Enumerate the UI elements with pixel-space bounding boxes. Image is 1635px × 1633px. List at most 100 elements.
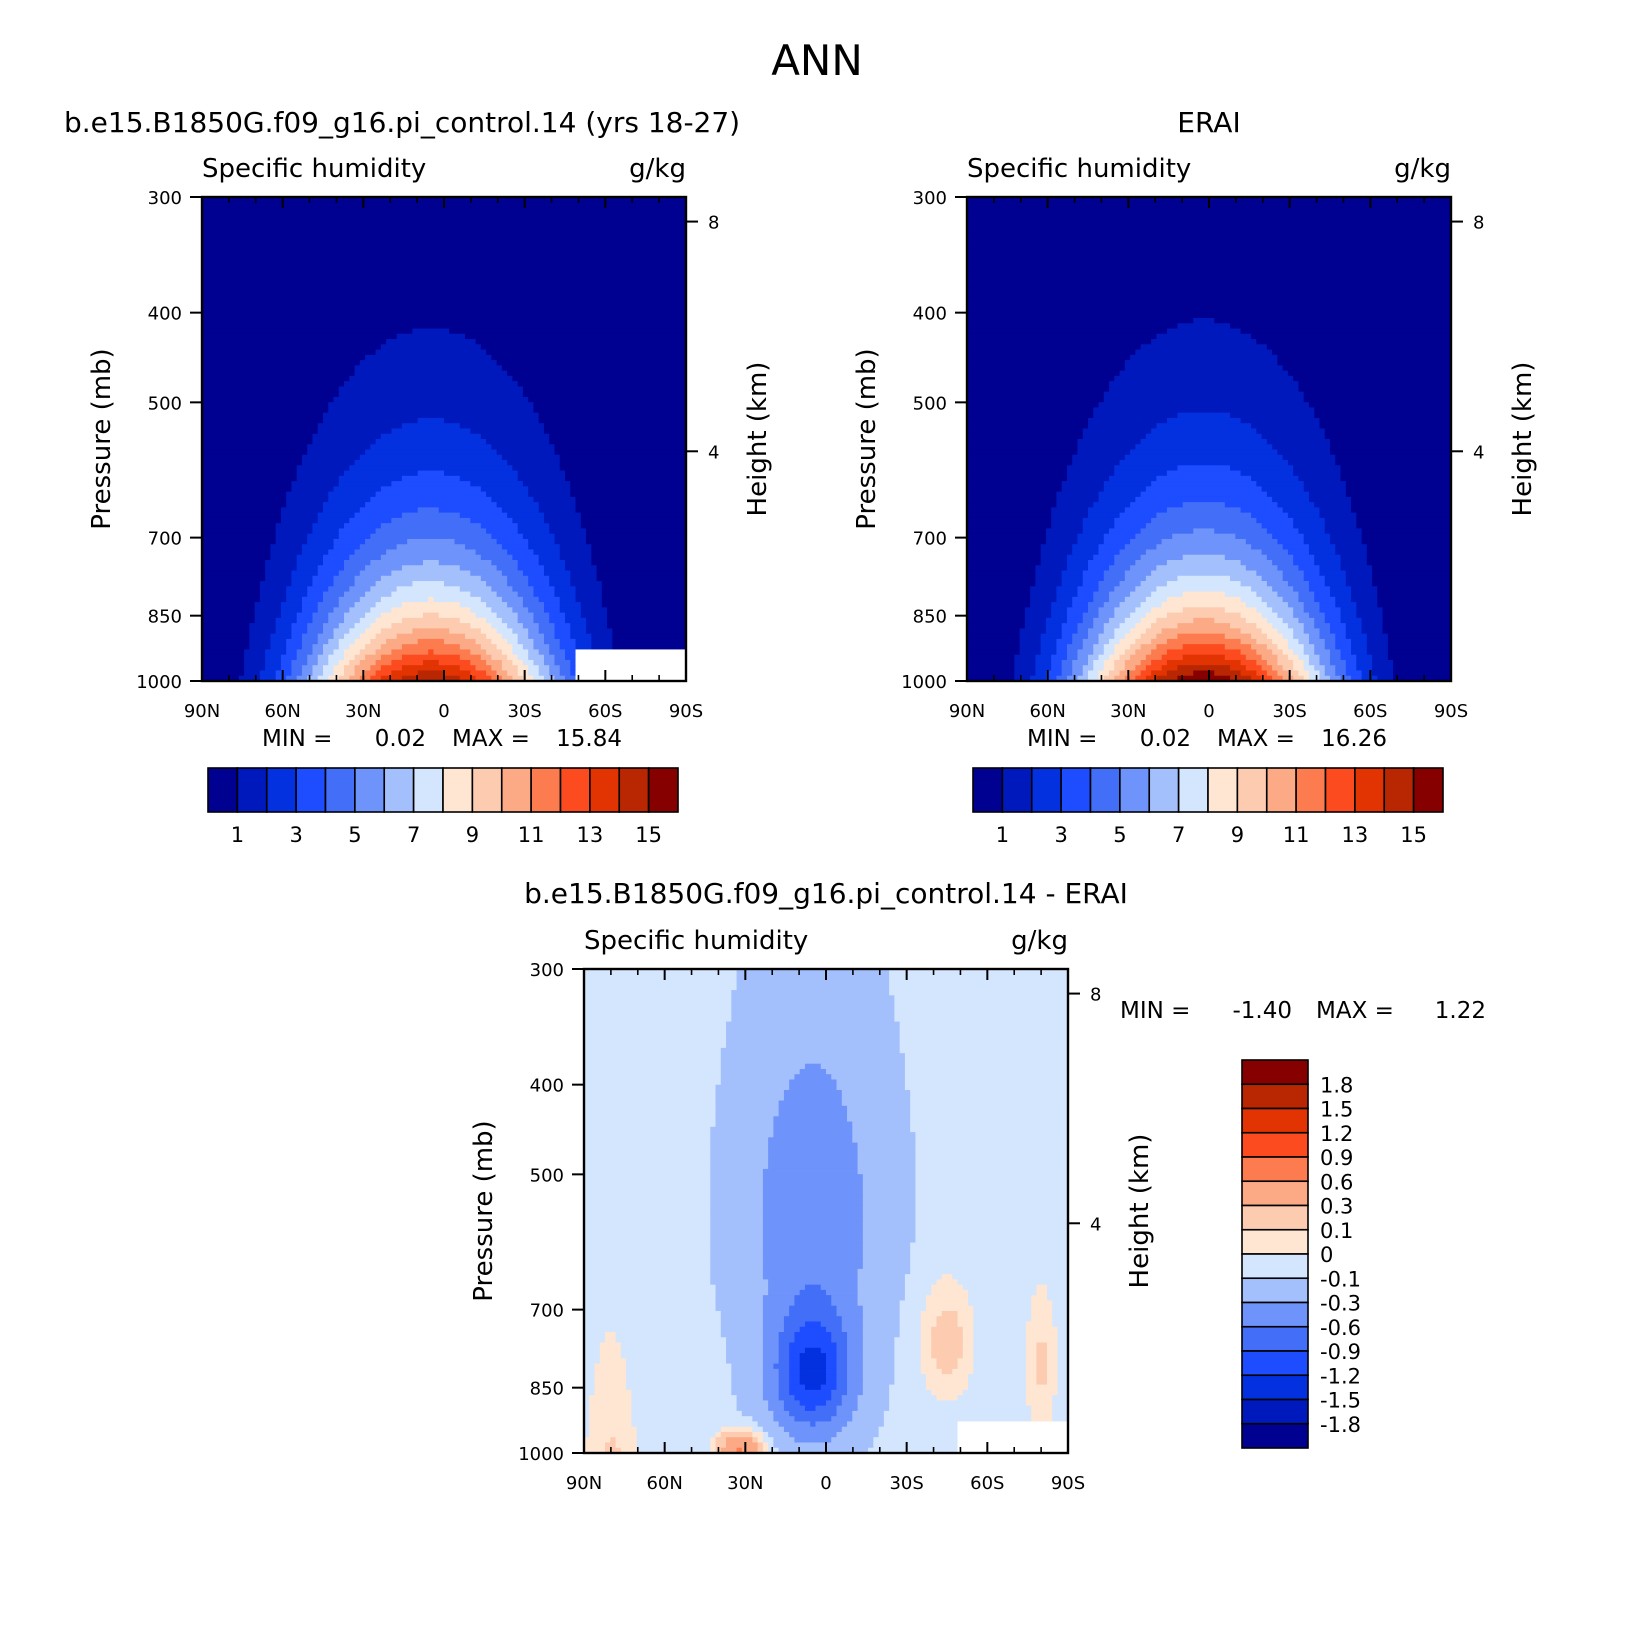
model-colorbar-box <box>618 767 650 813</box>
diff-x-ticks: 90N 60N 30N 0 30S 60S 90S <box>566 969 1085 1494</box>
diff-max-label: MAX = <box>1316 998 1394 1024</box>
model-x-tick-label: 90N <box>184 701 220 722</box>
obs-height-ticks: 84 <box>1451 213 1484 463</box>
obs-colorbar-box <box>1354 767 1386 813</box>
model-colorbar-box <box>236 767 268 813</box>
model-height-ticks: 84 <box>686 213 719 463</box>
diff-variable-label: Specific humidity <box>584 926 808 956</box>
diff-colorbar-label: -1.5 <box>1320 1389 1361 1413</box>
model-colorbar-box <box>471 767 503 813</box>
diff-y-axis-label: Pressure (mb) <box>469 1120 499 1301</box>
obs-colorbar-box <box>1324 767 1356 813</box>
diff-units-label: g/kg <box>1011 926 1068 956</box>
diff-colorbar-label: -0.6 <box>1320 1316 1361 1340</box>
model-colorbar-box <box>265 767 297 813</box>
obs-y-tick-label: 850 <box>913 607 947 628</box>
obs-x-tick-label: 60N <box>1029 701 1065 722</box>
obs-colorbar: 1 3 5 7 9 11 13 15 <box>972 767 1444 847</box>
model-colorbar-box <box>559 767 591 813</box>
obs-y-tick-label: 700 <box>913 529 947 550</box>
diff-colorbar-box <box>1241 1422 1309 1449</box>
diff-colorbar-box <box>1241 1156 1309 1183</box>
model-y-tick-label: 500 <box>148 393 182 414</box>
obs-height-tick-label: 4 <box>1473 442 1484 463</box>
model-units-label: g/kg <box>629 154 686 184</box>
diff-x-tick-label: 60S <box>970 1473 1004 1494</box>
diff-colorbar-label: 1.8 <box>1320 1073 1353 1097</box>
model-x-tick-label: 60N <box>264 701 300 722</box>
diff-colorbar-label: 1.5 <box>1320 1098 1353 1122</box>
model-x-tick-label: 60S <box>588 701 622 722</box>
diff-colorbar-box <box>1241 1059 1309 1086</box>
model-min-value: 0.02 <box>375 726 426 752</box>
model-y2-axis-label: Height (km) <box>743 362 773 517</box>
obs-x-tick-label: 90N <box>949 701 985 722</box>
obs-colorbar-box <box>1236 767 1268 813</box>
obs-max-value: 16.26 <box>1321 726 1387 752</box>
model-y-axis-label: Pressure (mb) <box>87 348 117 529</box>
model-max-value: 15.84 <box>556 726 622 752</box>
diff-y-tick-label: 300 <box>530 960 564 981</box>
diff-x-tick-label: 30N <box>727 1473 763 1494</box>
panels: 90N 60N 30N 0 30S 60S 90S300400500700850100084… <box>64 106 1538 1494</box>
diff-y-ticks: 300 400 500 700 850 1000 <box>518 960 584 1465</box>
diff-colorbar-label: -0.3 <box>1320 1292 1361 1316</box>
diff-colorbar-box <box>1241 1277 1309 1304</box>
diff-colorbar-box <box>1241 1180 1309 1207</box>
model-min-label: MIN = <box>262 726 332 752</box>
obs-colorbar-box <box>972 767 1004 813</box>
model-colorbar-box <box>530 767 562 813</box>
panel-model: 90N 60N 30N 0 30S 60S 90S300400500700850100084… <box>64 106 773 847</box>
model-colorbar: 1 3 5 7 9 11 13 15 <box>207 767 679 847</box>
model-y-tick-label: 400 <box>148 304 182 325</box>
obs-colorbar-label: 11 <box>1283 823 1310 847</box>
model-colorbar-box <box>442 767 474 813</box>
model-x-ticks: 90N 60N 30N 0 30S 60S 90S <box>184 197 703 722</box>
diff-colorbar-label: -0.9 <box>1320 1340 1361 1364</box>
diff-contour-field <box>584 969 1069 1454</box>
obs-variable-label: Specific humidity <box>967 154 1191 184</box>
obs-colorbar-box <box>1089 767 1121 813</box>
obs-y-tick-label: 1000 <box>901 672 947 693</box>
model-colorbar-box <box>647 767 679 813</box>
model-colorbar-box <box>589 767 621 813</box>
obs-height-tick-label: 8 <box>1473 213 1484 234</box>
obs-colorbar-box <box>1265 767 1297 813</box>
model-colorbar-box <box>500 767 532 813</box>
obs-min-label: MIN = <box>1027 726 1097 752</box>
diff-colorbar: 1.81.51.20.90.60.30.10-0.1-0.3-0.6-0.9-1… <box>1241 1059 1361 1449</box>
obs-y-ticks: 300 400 500 700 850 1000 <box>901 188 967 693</box>
diff-colorbar-label: 0.9 <box>1320 1146 1353 1170</box>
diff-colorbar-label: 0.1 <box>1320 1219 1353 1243</box>
obs-colorbar-box <box>1119 767 1151 813</box>
obs-units-label: g/kg <box>1394 154 1451 184</box>
obs-x-tick-label: 30S <box>1272 701 1306 722</box>
obs-x-tick-label: 0 <box>1203 701 1214 722</box>
diff-y-tick-label: 700 <box>530 1301 564 1322</box>
obs-colorbar-box <box>1060 767 1092 813</box>
obs-y-tick-label: 300 <box>913 188 947 209</box>
model-colorbar-label: 1 <box>231 823 244 847</box>
panel-obs: 90N 60N 30N 0 30S 60S 90S300400500700850100084… <box>852 106 1538 847</box>
diff-colorbar-label: 0.6 <box>1320 1170 1353 1194</box>
diff-colorbar-label: 0.3 <box>1320 1195 1353 1219</box>
model-y-tick-label: 300 <box>148 188 182 209</box>
obs-colorbar-box <box>1030 767 1062 813</box>
model-colorbar-box <box>383 767 415 813</box>
obs-colorbar-label: 9 <box>1231 823 1244 847</box>
model-colorbar-label: 3 <box>289 823 302 847</box>
diff-max-value: 1.22 <box>1435 998 1486 1024</box>
model-height-tick-label: 8 <box>708 213 719 234</box>
obs-x-tick-label: 90S <box>1434 701 1468 722</box>
diff-colorbar-box <box>1241 1325 1309 1352</box>
diff-panel-title: b.e15.B1850G.f09_g16.pi_control.14 - ERA… <box>524 877 1128 910</box>
diff-colorbar-box <box>1241 1131 1309 1158</box>
diff-colorbar-label: -1.8 <box>1320 1413 1361 1437</box>
diff-height-tick-label: 8 <box>1090 985 1101 1006</box>
obs-colorbar-label: 15 <box>1400 823 1427 847</box>
diff-colorbar-label: -0.1 <box>1320 1267 1361 1291</box>
diff-height-ticks: 84 <box>1068 985 1101 1235</box>
model-variable-label: Specific humidity <box>202 154 426 184</box>
model-y-tick-label: 700 <box>148 529 182 550</box>
